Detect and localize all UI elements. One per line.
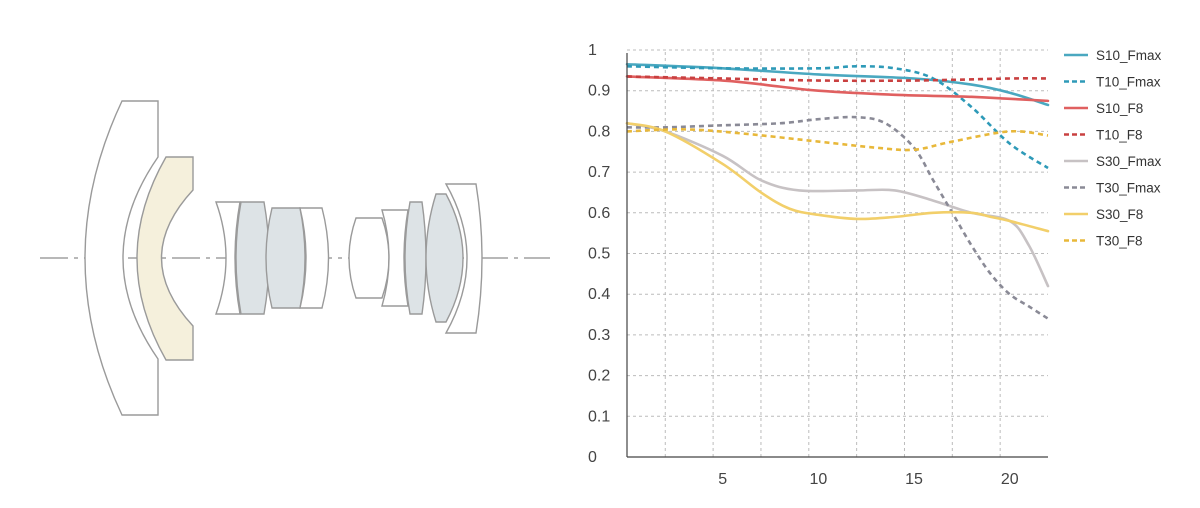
x-tick-label: 5 [718,471,727,488]
x-tick-label: 20 [1001,471,1019,488]
lens-element-6 [299,207,330,309]
legend-label: S30_Fmax [1096,154,1162,169]
chart-grid [627,49,1048,457]
lens-element-3 [215,201,241,315]
x-tick-label: 15 [905,471,923,488]
series-t30-f8 [626,128,1049,152]
chart-series [625,62,1050,320]
y-tick-labels: 0 0.1 0.2 0.3 0.4 0.5 0.6 0.7 0.8 0.9 1 [588,42,610,466]
y-tick-label: 0.9 [588,83,610,100]
lens-element-9 [404,201,427,315]
chart-axes [626,53,1048,458]
legend-label: S10_F8 [1096,101,1143,116]
legend-label: S10_Fmax [1096,48,1162,63]
lens-diagram [40,100,550,416]
y-tick-label: 0.1 [588,408,610,425]
series-t10-fmax [626,64,1049,170]
y-tick-label: 0.5 [588,246,610,263]
series-s30-fmax [625,121,1050,288]
legend-label: S30_F8 [1096,207,1143,222]
y-tick-label: 1 [588,42,597,59]
y-tick-label: 0 [588,449,597,466]
y-tick-label: 0.3 [588,327,610,344]
lens-element-10 [425,193,464,323]
series-s10-fmax [625,62,1050,107]
y-tick-label: 0.4 [588,286,610,303]
y-tick-label: 0.7 [588,164,610,181]
series-t10-f8 [626,75,1049,83]
lens-element-11 [444,183,483,334]
legend-label: T30_F8 [1096,234,1143,249]
legend-label: T30_Fmax [1096,181,1161,196]
x-tick-label: 10 [809,471,827,488]
legend-label: T10_F8 [1096,128,1143,143]
chart-legend: S10_Fmax T10_Fmax S10_F8 T10_F8 S30_Fmax T30_… [1064,48,1162,249]
lens-element-2 [136,156,194,361]
series-t30-fmax [626,115,1049,320]
y-tick-label: 0.2 [588,368,610,385]
y-tick-label: 0.6 [588,205,610,222]
y-tick-label: 0.8 [588,123,610,140]
lens-element-1 [84,100,159,416]
x-tick-labels: 5 10 15 20 [718,471,1018,488]
series-s10-f8 [625,75,1050,103]
series-s30-f8 [625,121,1050,233]
legend-label: T10_Fmax [1096,75,1161,90]
